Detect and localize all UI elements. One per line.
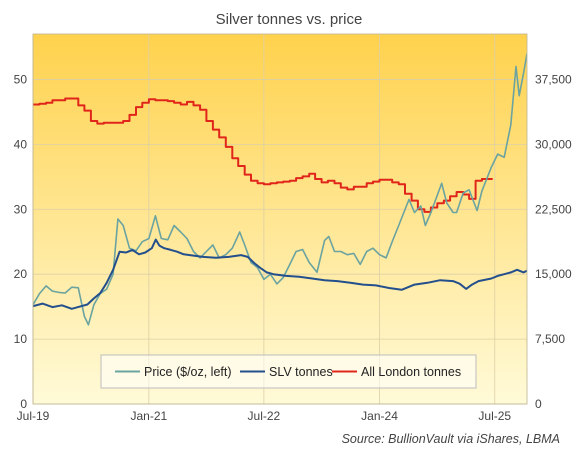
right-axis-ticks: 0 7,500 15,000 22,500 30,000 37,500: [535, 72, 572, 411]
left-tick-label: 0: [20, 397, 27, 411]
bottom-tick-label: Jul-19: [17, 409, 50, 423]
right-tick-label: 7,500: [535, 332, 565, 346]
left-tick-label: 50: [14, 72, 28, 86]
right-tick-label: 15,000: [535, 267, 572, 281]
source-caption: Source: BullionVault via iShares, LBMA: [342, 432, 560, 446]
legend-label-price: Price ($/oz, left): [144, 365, 232, 379]
chart-title: Silver tonnes vs. price: [216, 11, 363, 28]
left-axis-ticks: 0 10 20 30 40 50: [14, 72, 28, 411]
left-tick-label: 40: [14, 137, 28, 151]
right-tick-label: 22,500: [535, 202, 572, 216]
legend-label-london: All London tonnes: [361, 365, 461, 379]
series-group: [33, 53, 527, 326]
right-tick-label: 30,000: [535, 137, 572, 151]
bottom-tick-label: Jul-25: [478, 409, 511, 423]
plot-frame: [32, 33, 528, 405]
left-tick-label: 30: [14, 202, 28, 216]
bottom-tick-label: Jan-21: [131, 409, 168, 423]
left-tick-label: 10: [14, 332, 28, 346]
series-slv-line: [33, 238, 527, 310]
legend: Price ($/oz, left) SLV tonnes All London…: [100, 354, 477, 389]
bottom-tick-label: Jan-24: [361, 409, 398, 423]
plot-background: [33, 34, 527, 404]
right-tick-label: 37,500: [535, 72, 572, 86]
legend-box: [100, 354, 477, 389]
right-tick-label: 0: [535, 397, 542, 411]
left-tick-label: 20: [14, 267, 28, 281]
bottom-axis-ticks: Jul-19 Jan-21 Jul-22 Jan-24 Jul-25: [17, 409, 512, 423]
legend-label-slv: SLV tonnes: [269, 365, 333, 379]
bottom-tick-label: Jul-22: [248, 409, 281, 423]
